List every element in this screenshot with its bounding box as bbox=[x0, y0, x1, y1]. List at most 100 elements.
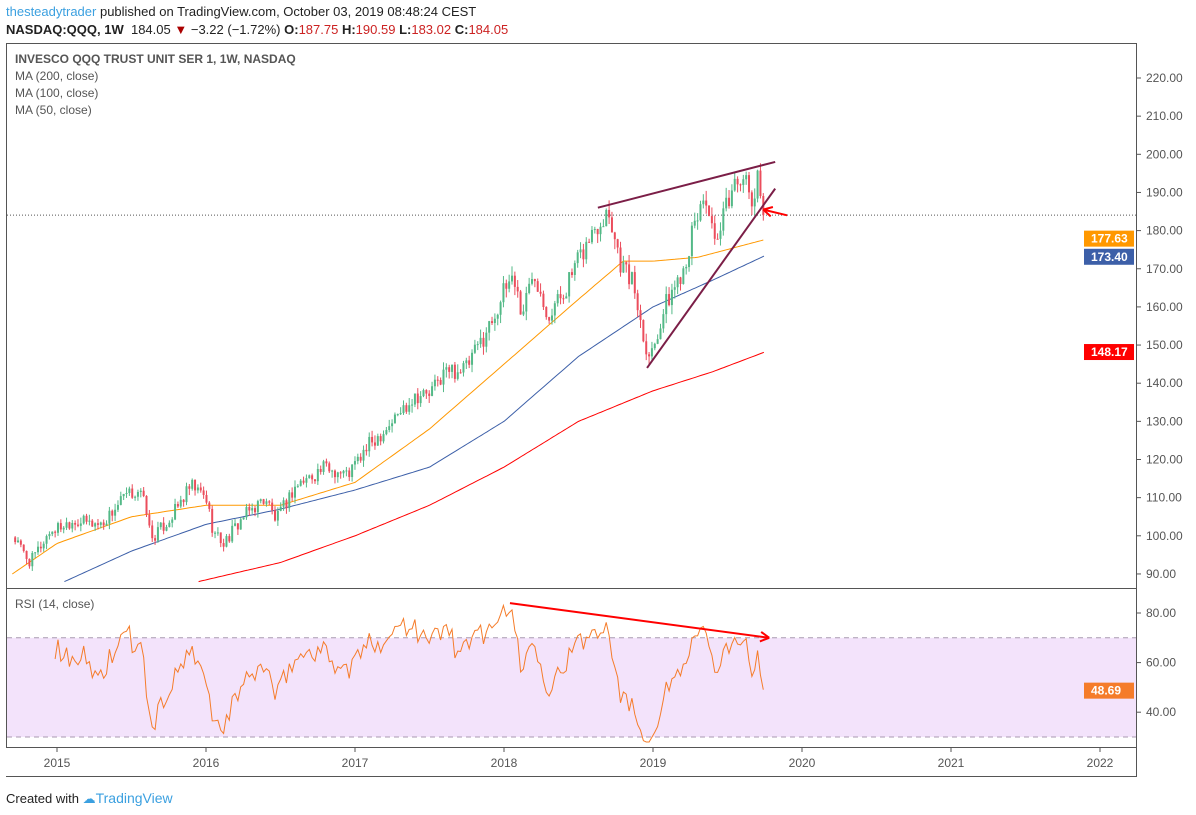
candle-body bbox=[125, 493, 128, 495]
candle-body bbox=[379, 436, 382, 442]
candle-body bbox=[673, 287, 676, 290]
candle-body bbox=[748, 175, 751, 193]
candle-body bbox=[539, 291, 542, 294]
candle-body bbox=[445, 367, 448, 370]
rsi-last-label-badge bbox=[1084, 682, 1134, 699]
candle-body bbox=[17, 540, 20, 543]
candle-body bbox=[725, 197, 728, 209]
candle-body bbox=[548, 317, 551, 321]
candle-body bbox=[313, 479, 316, 482]
candle-body bbox=[573, 263, 576, 275]
candle-body bbox=[593, 228, 596, 230]
y-tick-label: 130.00 bbox=[1146, 414, 1183, 428]
legend-ma200[interactable]: MA (200, close) bbox=[15, 69, 99, 83]
tradingview-brand[interactable]: TradingView bbox=[95, 790, 173, 806]
candle-body bbox=[422, 390, 425, 397]
candle-body bbox=[639, 310, 642, 321]
candle-body bbox=[325, 461, 328, 464]
candle-body bbox=[168, 522, 171, 527]
candle-body bbox=[416, 393, 419, 404]
candle-body bbox=[690, 225, 693, 257]
candle-body bbox=[22, 544, 25, 551]
candle-body bbox=[116, 504, 119, 510]
y-tick-label: 190.00 bbox=[1146, 185, 1183, 199]
candle-body bbox=[316, 469, 319, 482]
candle-body bbox=[665, 294, 668, 315]
candle-body bbox=[399, 413, 402, 415]
l-label: L: bbox=[399, 22, 412, 37]
candle-body bbox=[590, 229, 593, 243]
legend-ma50[interactable]: MA (50, close) bbox=[15, 103, 92, 117]
candle-body bbox=[194, 479, 197, 491]
candle-body bbox=[499, 302, 502, 315]
candle-body bbox=[482, 337, 485, 347]
candle-body bbox=[471, 352, 474, 365]
candle-body bbox=[305, 478, 308, 483]
candle-body bbox=[188, 486, 191, 489]
created-with: Created with bbox=[6, 791, 79, 806]
candle-body bbox=[28, 558, 31, 567]
candle-body bbox=[516, 286, 519, 292]
candle-body bbox=[525, 292, 528, 312]
candle-body bbox=[134, 496, 137, 498]
candle-body bbox=[628, 264, 631, 285]
y-tick-label: 140.00 bbox=[1146, 376, 1183, 390]
candle-body bbox=[428, 393, 431, 396]
candle-body bbox=[368, 436, 371, 452]
candle-body bbox=[396, 414, 399, 416]
candle-body bbox=[342, 470, 345, 474]
candle-body bbox=[622, 262, 625, 273]
x-tick-label: 2017 bbox=[342, 756, 369, 770]
legend-rsi[interactable]: RSI (14, close) bbox=[15, 597, 95, 611]
down-triangle-icon: ▼ bbox=[174, 22, 188, 37]
legend-ma100[interactable]: MA (100, close) bbox=[15, 86, 99, 100]
candle-body bbox=[288, 492, 291, 509]
candle-body bbox=[39, 546, 42, 549]
low: 183.02 bbox=[411, 22, 452, 37]
candle-body bbox=[154, 538, 157, 541]
candle-body bbox=[556, 294, 559, 304]
candle-body bbox=[616, 239, 619, 248]
candle-body bbox=[254, 508, 257, 513]
x-tick-label: 2018 bbox=[491, 756, 518, 770]
candle-body bbox=[356, 456, 359, 462]
tradingview-logo-icon: ☁ bbox=[82, 791, 96, 806]
candle-body bbox=[413, 393, 416, 405]
candle-body bbox=[56, 523, 59, 533]
candle-body bbox=[279, 506, 282, 511]
rsi-line bbox=[54, 603, 764, 743]
candle-body bbox=[345, 470, 348, 472]
candle-body bbox=[605, 209, 608, 227]
publish-line: thesteadytrader published on TradingView… bbox=[6, 4, 476, 19]
candle-body bbox=[405, 405, 408, 412]
candle-body bbox=[619, 247, 622, 273]
candle-body bbox=[456, 372, 459, 379]
ma200-last-label-badge bbox=[1084, 344, 1134, 361]
author-link[interactable]: thesteadytrader bbox=[6, 4, 97, 19]
candle-body bbox=[285, 500, 288, 509]
candle-body bbox=[696, 220, 699, 222]
candle-body bbox=[59, 523, 62, 530]
symbol: NASDAQ:QQQ, 1W bbox=[6, 22, 124, 37]
candle-body bbox=[291, 492, 294, 498]
candle-body bbox=[505, 283, 508, 289]
y-tick-label: 180.00 bbox=[1146, 224, 1183, 238]
candle-body bbox=[236, 523, 239, 530]
candle-body bbox=[222, 543, 225, 547]
candle-body bbox=[68, 522, 71, 529]
x-tick-label: 2020 bbox=[789, 756, 816, 770]
candle-body bbox=[131, 488, 134, 498]
y-tick-label: 100.00 bbox=[1146, 529, 1183, 543]
rsi-y-tick-label: 80.00 bbox=[1146, 606, 1176, 620]
h-label: H: bbox=[341, 22, 356, 37]
candle-body bbox=[219, 532, 222, 544]
y-tick-label: 170.00 bbox=[1146, 262, 1183, 276]
candle-body bbox=[71, 522, 74, 529]
candle-body bbox=[179, 499, 182, 507]
x-tick-label: 2015 bbox=[44, 756, 71, 770]
candle-body bbox=[176, 503, 179, 507]
candle-body bbox=[602, 226, 605, 228]
candle-body bbox=[336, 472, 339, 478]
rsi-divergence-arrow-head bbox=[759, 636, 770, 643]
